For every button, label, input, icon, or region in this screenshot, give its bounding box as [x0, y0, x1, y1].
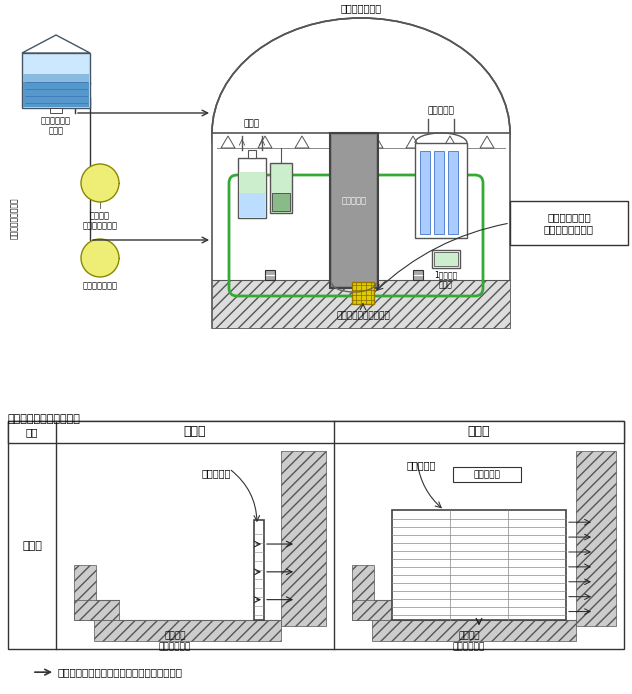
Bar	[22, 53, 90, 108]
Bar	[420, 151, 430, 234]
Bar	[23, 74, 89, 82]
Bar	[270, 163, 292, 213]
Bar	[432, 250, 460, 268]
Polygon shape	[22, 35, 90, 53]
Text: 譒気発生器: 譒気発生器	[428, 106, 454, 115]
Text: 概念図: 概念図	[22, 541, 42, 551]
Bar	[94, 620, 281, 641]
Bar	[352, 600, 397, 620]
Text: スクリーン: スクリーン	[407, 461, 436, 471]
Text: 項目: 項目	[26, 427, 39, 437]
Text: スクリーン取替前後比較: スクリーン取替前後比較	[8, 414, 81, 424]
Bar	[415, 143, 467, 238]
Bar	[510, 201, 628, 245]
Bar	[50, 108, 62, 113]
Bar	[23, 74, 89, 107]
Circle shape	[81, 164, 119, 202]
Text: 取替前: 取替前	[184, 425, 206, 439]
Bar	[212, 280, 510, 328]
Bar	[576, 450, 616, 627]
Bar	[448, 151, 458, 234]
Text: 栽納容器再循環サンプ: 栽納容器再循環サンプ	[336, 311, 390, 320]
Bar	[272, 193, 290, 211]
Bar	[392, 510, 566, 620]
Bar	[372, 620, 576, 641]
Text: 余熱除去ポンプ: 余熱除去ポンプ	[83, 281, 118, 290]
Text: 栽納容器
スプレイポンプ: 栽納容器 スプレイポンプ	[83, 211, 118, 230]
Text: ：栽納容器再循環サンプへ流入する水の流れ: ：栽納容器再循環サンプへ流入する水の流れ	[57, 667, 182, 677]
Bar	[281, 450, 326, 627]
Bar	[254, 520, 264, 620]
Text: 栽納容器
再循環サンプ: 栽納容器 再循環サンプ	[159, 632, 191, 651]
Text: 原子炉栽納容器: 原子炉栽納容器	[341, 3, 382, 13]
Ellipse shape	[212, 18, 510, 248]
Text: 原子炉容器: 原子炉容器	[341, 196, 367, 205]
Bar	[8, 421, 624, 443]
Text: 非常用炉心冷却系統: 非常用炉心冷却系統	[9, 197, 18, 239]
Bar	[352, 282, 374, 304]
Bar	[248, 150, 256, 158]
Bar	[74, 600, 119, 620]
Text: 加圧器: 加圧器	[244, 119, 260, 128]
Bar	[413, 270, 423, 280]
Bar	[8, 421, 624, 650]
Text: 燃料茶替用水
タンク: 燃料茶替用水 タンク	[41, 116, 71, 135]
Bar	[352, 565, 374, 620]
Text: 栽納容器再循環
サンプスクリーン: 栽納容器再循環 サンプスクリーン	[544, 212, 594, 234]
Text: 取替後: 取替後	[468, 425, 490, 439]
Text: 1次冷却材
ポンプ: 1次冷却材 ポンプ	[434, 270, 458, 289]
Bar	[239, 172, 265, 193]
Bar	[238, 158, 266, 218]
Circle shape	[81, 239, 119, 277]
Bar	[434, 151, 444, 234]
Bar	[239, 193, 265, 217]
Bar	[332, 135, 376, 286]
Bar	[330, 133, 378, 288]
Bar	[453, 466, 521, 482]
Text: 面積の拡大: 面積の拡大	[473, 470, 501, 479]
Text: スクリーン: スクリーン	[202, 468, 231, 479]
Bar	[265, 270, 275, 280]
Text: 栽納容器
再循環サンプ: 栽納容器 再循環サンプ	[453, 632, 485, 651]
Bar	[74, 565, 96, 620]
Bar	[434, 252, 458, 266]
Bar	[212, 133, 510, 328]
